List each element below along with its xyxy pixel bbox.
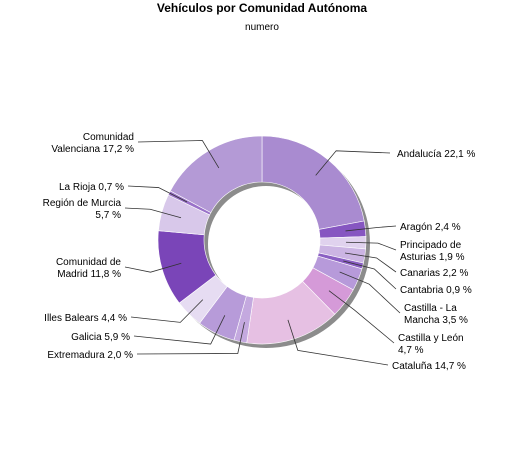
slice-label-cataluna: Cataluña 14,7 % [392, 361, 466, 372]
slice-label-castilla-y-leon: Castilla y León 4,7 % [398, 333, 464, 356]
leader-line-galicia [133, 315, 226, 345]
leader-line-extremadura [136, 322, 245, 355]
slice-label-andalucia: Andalucía 22,1 % [397, 149, 475, 160]
leader-line-andalucia [315, 150, 391, 176]
leader-line-illes-balears [130, 299, 204, 323]
leader-line-cantabria [343, 260, 397, 290]
slice-label-cantabria: Cantabria 0,9 % [400, 285, 472, 296]
slice-andalucia [261, 135, 365, 230]
chart-subtitle: numero [245, 22, 279, 33]
leader-line-principado-de-asturias [345, 241, 397, 251]
leader-line-comunidad-de-madrid [124, 262, 182, 273]
slice-label-comunidad-de-madrid: Comunidad de Madrid 11,8 % [56, 257, 121, 280]
slice-label-region-de-murcia: Región de Murcia 5,7 % [43, 198, 122, 221]
slice-label-extremadura: Extremadura 2,0 % [47, 350, 133, 361]
chart-title: Vehículos por Comunidad Autónoma [157, 1, 368, 15]
leader-line-aragon [345, 225, 397, 232]
leader-line-castilla-y-leon [328, 290, 395, 344]
leader-line-castilla-la-mancha [339, 271, 401, 314]
slice-label-la-rioja: La Rioja 0,7 % [59, 182, 124, 193]
slice-comunidad-valenciana [169, 135, 263, 214]
leader-line-la-rioja [127, 185, 188, 203]
slice-label-canarias: Canarias 2,2 % [400, 268, 468, 279]
slice-label-castilla-la-mancha: Castilla - La Mancha 3,5 % [404, 303, 468, 326]
slice-label-principado-de-asturias: Principado de Asturias 1,9 % [400, 240, 465, 263]
slice-label-comunidad-valenciana: Comunidad Valenciana 17,2 % [51, 132, 134, 155]
leader-line-comunidad-valenciana [137, 140, 220, 169]
slice-label-galicia: Galicia 5,9 % [71, 332, 130, 343]
slice-label-aragon: Aragón 2,4 % [400, 222, 461, 233]
leader-line-region-de-murcia [124, 207, 182, 219]
leader-line-cataluna [287, 319, 389, 366]
leader-line-canarias [344, 252, 397, 273]
slice-label-illes-balears: Illes Balears 4,4 % [44, 313, 127, 324]
